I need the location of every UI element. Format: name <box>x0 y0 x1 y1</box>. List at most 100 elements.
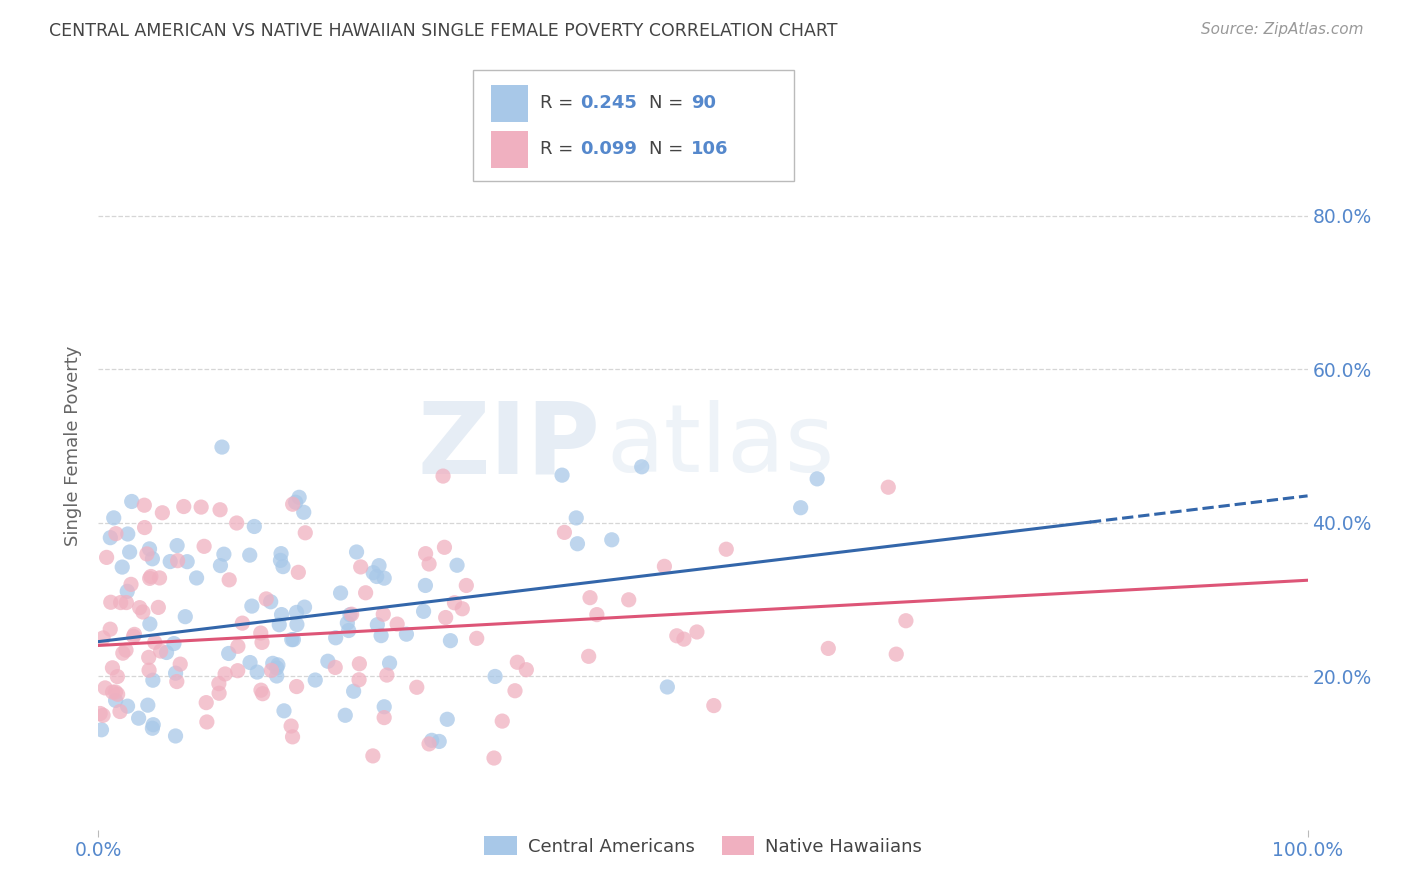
Point <box>214 667 236 681</box>
Point <box>269 553 291 567</box>
Text: 90: 90 <box>690 94 716 112</box>
Point <box>107 687 129 701</box>
Point <box>226 640 249 654</box>
Point <box>163 636 186 650</box>
Point <box>252 687 274 701</box>
Point <box>288 491 311 505</box>
Point <box>350 560 373 574</box>
Point <box>250 635 273 649</box>
Point <box>118 545 141 559</box>
Point <box>273 704 295 718</box>
Point <box>173 500 195 514</box>
Point <box>375 668 398 682</box>
Point <box>378 656 401 670</box>
Point <box>789 500 811 515</box>
Point <box>415 578 437 592</box>
Point <box>149 644 172 658</box>
Point <box>101 661 124 675</box>
Point <box>90 723 112 737</box>
Point <box>420 733 443 747</box>
Point <box>117 699 139 714</box>
Point <box>335 708 357 723</box>
Point <box>139 569 162 583</box>
Point <box>551 468 574 483</box>
Point <box>143 635 166 649</box>
Point <box>506 655 529 669</box>
Text: R =: R = <box>540 94 579 112</box>
Point <box>432 469 454 483</box>
Point <box>89 706 111 721</box>
Point <box>159 555 181 569</box>
Point <box>115 584 138 599</box>
Point <box>433 541 456 555</box>
Point <box>446 558 468 573</box>
Point <box>373 607 395 622</box>
Point <box>703 698 725 713</box>
FancyBboxPatch shape <box>492 85 527 121</box>
Point <box>148 571 170 585</box>
Point <box>195 714 218 729</box>
Point <box>415 547 437 561</box>
Point <box>385 617 408 632</box>
Point <box>586 607 609 622</box>
Point <box>246 665 269 679</box>
Point <box>105 669 128 683</box>
Point <box>443 596 465 610</box>
Point <box>128 711 150 725</box>
Point <box>101 685 124 699</box>
Point <box>877 480 900 494</box>
Point <box>894 614 917 628</box>
Point <box>657 680 679 694</box>
Point <box>482 751 505 765</box>
Point <box>165 666 187 681</box>
Point <box>211 440 233 454</box>
Point <box>120 577 142 591</box>
Point <box>412 604 434 618</box>
Point <box>884 647 907 661</box>
Point <box>139 617 162 632</box>
Point <box>339 607 361 622</box>
Point <box>136 698 159 713</box>
Point <box>491 714 513 728</box>
Text: 0.099: 0.099 <box>579 140 637 158</box>
Point <box>349 657 371 671</box>
Point <box>325 631 347 645</box>
Point <box>218 573 240 587</box>
Point <box>368 558 391 573</box>
Legend: Central Americans, Native Hawaiians: Central Americans, Native Hawaiians <box>477 829 929 863</box>
Point <box>271 559 294 574</box>
Point <box>361 748 384 763</box>
Y-axis label: Single Female Poverty: Single Female Poverty <box>63 346 82 546</box>
Point <box>98 531 121 545</box>
Point <box>427 734 450 748</box>
Point <box>347 673 370 687</box>
Point <box>218 647 240 661</box>
Point <box>281 497 304 511</box>
Point <box>250 683 273 698</box>
Point <box>817 641 839 656</box>
Point <box>418 557 440 571</box>
Point <box>503 683 526 698</box>
Point <box>373 710 395 724</box>
Point <box>266 661 288 675</box>
Point <box>208 676 231 690</box>
Point <box>209 558 232 573</box>
Point <box>104 685 127 699</box>
Point <box>121 494 143 508</box>
Point <box>155 645 177 659</box>
Point <box>135 547 157 561</box>
Text: N =: N = <box>648 94 689 112</box>
Point <box>117 527 139 541</box>
Point <box>239 656 262 670</box>
Point <box>226 664 249 678</box>
Point <box>366 617 388 632</box>
Point <box>451 601 474 615</box>
Point <box>115 596 138 610</box>
Point <box>249 626 271 640</box>
Point <box>418 737 440 751</box>
Point <box>110 596 132 610</box>
Point <box>142 717 165 731</box>
Point <box>373 571 395 585</box>
Point <box>686 624 709 639</box>
Point <box>141 721 163 735</box>
